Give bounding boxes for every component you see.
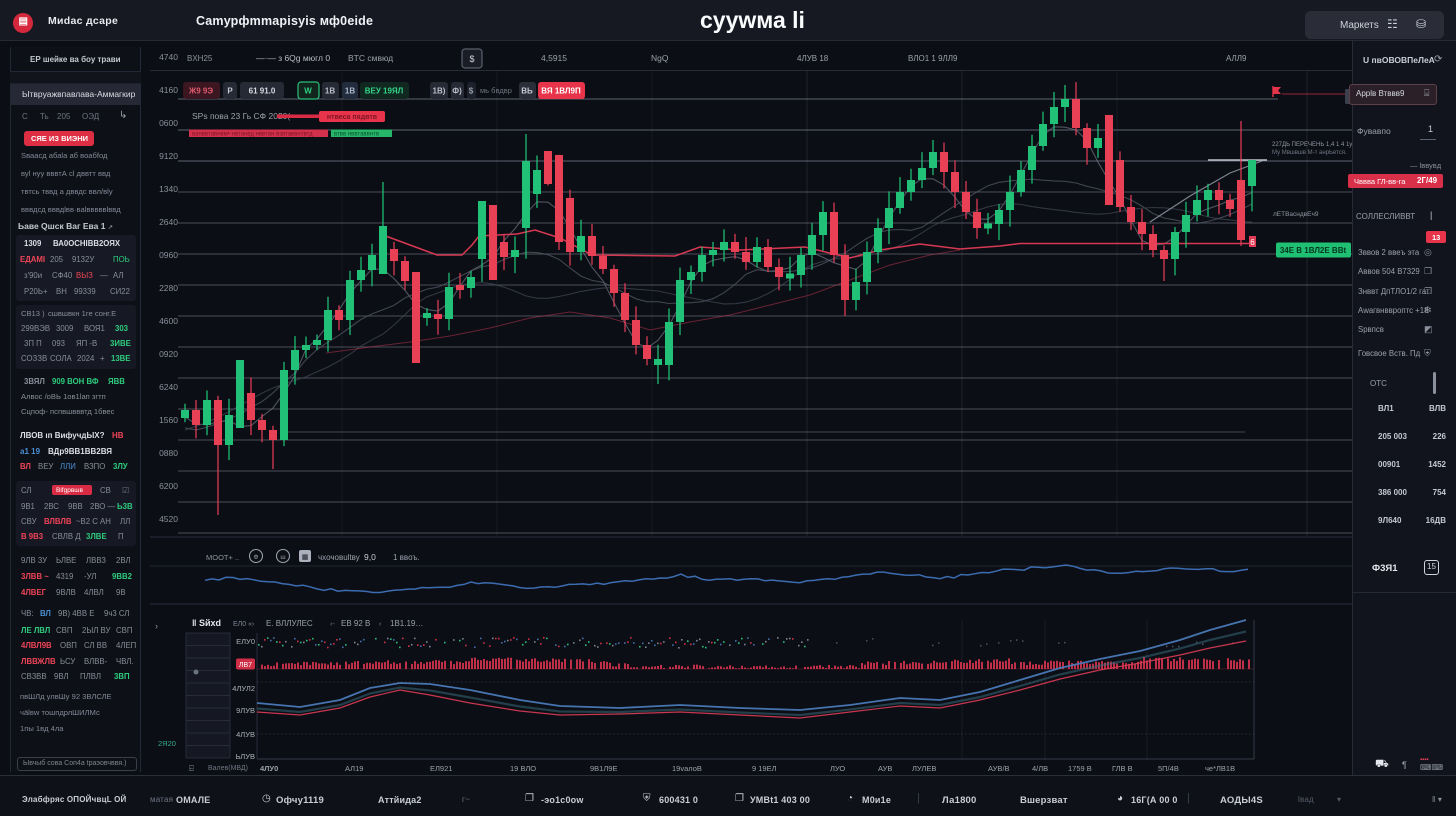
svg-text:2Я20: 2Я20 [158, 739, 176, 748]
svg-text:ЛУЛЕВ: ЛУЛЕВ [912, 764, 936, 773]
svg-text:9120: 9120 [159, 151, 178, 161]
svg-text:P: P [227, 87, 233, 96]
svg-text:ВЬ: ВЬ [521, 87, 533, 96]
svg-text:19vaлоВ: 19vaлоВ [672, 764, 702, 773]
svg-text:1В1.19…: 1В1.19… [390, 619, 423, 628]
svg-text:34Е В 1ВЛ2Е ВВt: 34Е В 1ВЛ2Е ВВt [1280, 246, 1347, 255]
svg-text:Ф: Ф [254, 554, 259, 561]
svg-text:5П/4В: 5П/4В [1158, 764, 1179, 773]
svg-text:‹-: ‹- [330, 621, 335, 628]
svg-text:2640: 2640 [159, 217, 178, 227]
svg-text:АЛ19: АЛ19 [345, 764, 363, 773]
svg-text:4ЛУЛ2: 4ЛУЛ2 [232, 684, 255, 693]
svg-text:2280: 2280 [159, 283, 178, 293]
svg-text:Валев(МВД): Валев(МВД) [208, 765, 248, 772]
svg-text:61 91.0: 61 91.0 [249, 87, 276, 96]
svg-text:9В1Л9Е: 9В1Л9Е [590, 764, 617, 773]
svg-text:4ЛУ0: 4ЛУ0 [260, 764, 278, 773]
svg-text:NgQ: NgQ [651, 53, 669, 63]
svg-text:4ЛУВ 18: 4ЛУВ 18 [797, 54, 829, 63]
svg-text:›: › [155, 621, 158, 631]
svg-text:мь бвдвр: мь бвдвр [480, 86, 512, 95]
svg-text:ЕВ 92 В: ЕВ 92 В [341, 619, 370, 628]
svg-text:4,5915: 4,5915 [541, 53, 567, 63]
svg-text:ВЛО1 1 9ЛЛ9: ВЛО1 1 9ЛЛ9 [908, 54, 958, 63]
svg-text:‹: ‹ [379, 621, 382, 628]
svg-text:втвв нввтаввнтв: втвв нввтаввнтв [334, 132, 379, 138]
svg-text:ЕЛ921: ЕЛ921 [430, 764, 452, 773]
svg-text:Му Мвшвшв М-т анрЬется.: Му Мвшвшв М-т анрЬется. [1272, 150, 1347, 156]
svg-text:9ЛУВ: 9ЛУВ [236, 706, 255, 715]
svg-text:$: $ [469, 54, 474, 64]
svg-text:АУВ: АУВ [878, 764, 892, 773]
svg-text:Ж9 9Э: Ж9 9Э [188, 87, 213, 96]
svg-text:BXH25: BXH25 [187, 54, 213, 63]
svg-text:МООТ+ ..: МООТ+ .. [206, 553, 239, 562]
svg-text:6200: 6200 [159, 481, 178, 491]
svg-text:6: 6 [1250, 238, 1255, 247]
svg-text:4/ЛВ: 4/ЛВ [1032, 764, 1048, 773]
svg-text:⍇: ⍇ [189, 764, 194, 773]
svg-text:1560: 1560 [159, 415, 178, 425]
svg-text:АУВ/В: АУВ/В [988, 764, 1010, 773]
svg-text:Е. ВЛЛУЛЕС: Е. ВЛЛУЛЕС [266, 619, 313, 628]
svg-text:ЕЛУ0: ЕЛУ0 [236, 637, 255, 646]
svg-text:6240: 6240 [159, 382, 178, 392]
svg-text:ЛУО: ЛУО [830, 764, 845, 773]
svg-text:1В: 1В [325, 87, 335, 96]
svg-text:АЛЛ9: АЛЛ9 [1226, 54, 1247, 63]
svg-text:ГЛВ В: ГЛВ В [1112, 764, 1133, 773]
svg-text:0880: 0880 [159, 448, 178, 458]
svg-text:Ф): Ф) [452, 87, 462, 96]
svg-text:лЕТВасндвЕч9: лЕТВасндвЕч9 [1273, 211, 1319, 218]
svg-text:0600: 0600 [159, 118, 178, 128]
svg-text:1 ввоъ.: 1 ввоъ. [393, 553, 420, 562]
svg-text:4ЛУВ: 4ЛУВ [236, 730, 255, 739]
svg-text:чхочовultву: чхочовultву [318, 553, 360, 562]
svg-text:‖ Sйxd: ‖ Sйxd [192, 618, 221, 628]
svg-text:9,0: 9,0 [364, 552, 376, 562]
svg-text:ЬЛУВ: ЬЛУВ [236, 752, 255, 761]
svg-text:1В: 1В [345, 87, 355, 96]
svg-text:ЕЛ0 «›: ЕЛ0 «› [233, 621, 255, 628]
svg-text:SPs пова 23 Гь СФ 2020(: SPs пова 23 Гь СФ 2020( [192, 111, 290, 121]
svg-text:BTC смвюд: BTC смвюд [348, 53, 393, 63]
svg-text:—·— з 6Qg мюгл 0: —·— з 6Qg мюгл 0 [256, 53, 330, 63]
svg-text:нтвеса пядвтв: нтвеса пядвтв [327, 114, 378, 121]
svg-text:4160: 4160 [159, 85, 178, 95]
svg-text:че*ЛВ1В: че*ЛВ1В [1205, 764, 1235, 773]
svg-text:4520: 4520 [159, 514, 178, 524]
svg-text:ВЯ 1ВЛ9П: ВЯ 1ВЛ9П [541, 87, 581, 96]
svg-text:1340: 1340 [159, 184, 178, 194]
svg-text:ЛВ7: ЛВ7 [239, 662, 252, 669]
svg-text:W: W [304, 87, 312, 96]
svg-text:19 ВЛО: 19 ВЛО [510, 764, 536, 773]
svg-text:ВЕУ 19ЯЛ: ВЕУ 19ЯЛ [365, 87, 404, 96]
svg-text:1В): 1В) [433, 87, 446, 96]
svg-text:▦: ▦ [302, 554, 309, 561]
svg-text:ванввтавнвм• нвтанвд нввтан вз: ванввтавнвм• нвтанвд нввтан взвтаввнтвтд [192, 132, 313, 138]
svg-text:4740: 4740 [159, 52, 178, 62]
svg-text:ш: ш [280, 554, 285, 561]
svg-text:0960: 0960 [159, 250, 178, 260]
svg-text:4600: 4600 [159, 316, 178, 326]
svg-text:0920: 0920 [159, 349, 178, 359]
svg-text:227ДЬ ПЕРЕЧЕНЬ 1,4 1 4 1у: 227ДЬ ПЕРЕЧЕНЬ 1,4 1 4 1у [1272, 142, 1352, 148]
svg-text:1759 В: 1759 В [1068, 764, 1092, 773]
svg-text:$: $ [469, 87, 474, 96]
svg-text:9 19ЕЛ: 9 19ЕЛ [752, 764, 777, 773]
